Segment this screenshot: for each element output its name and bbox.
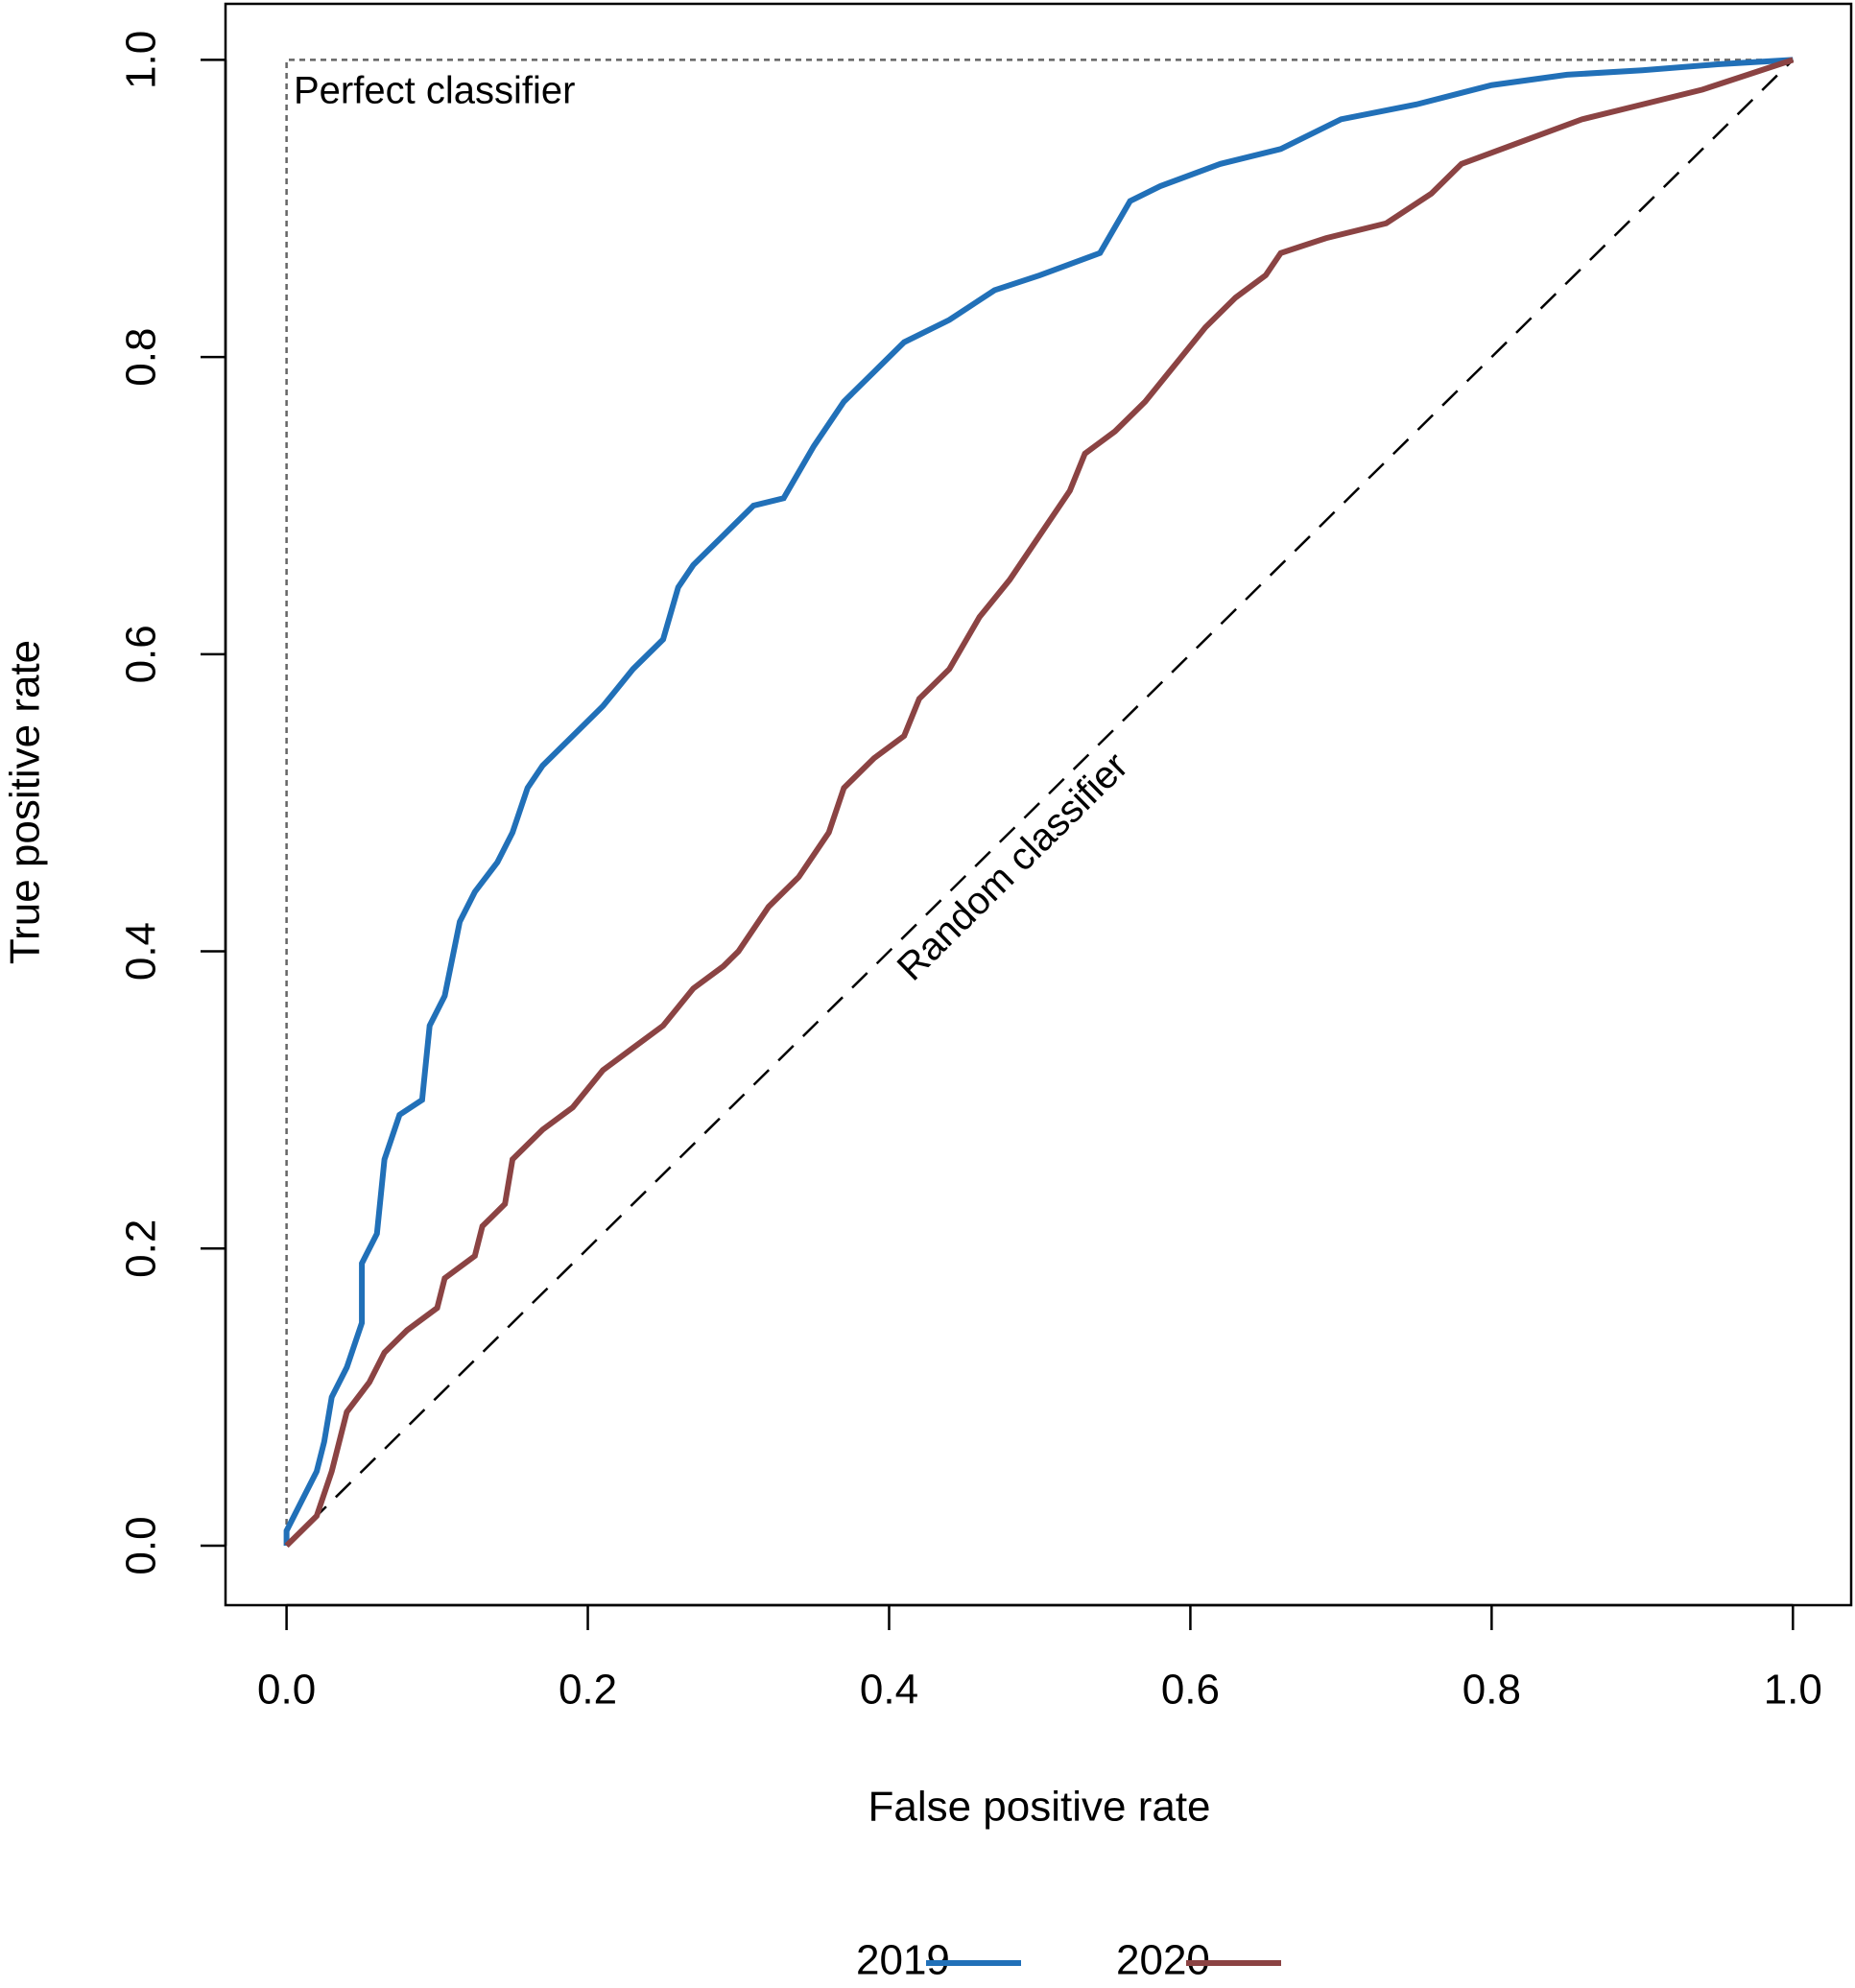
roc-line	[283, 57, 1794, 1546]
y-tick-label: 0.2	[118, 1219, 165, 1278]
x-tick-label: 0.4	[860, 1667, 918, 1714]
annotation: Perfect classifier	[294, 70, 575, 112]
y-tick-label: 0.0	[118, 1516, 165, 1574]
x-tick-label: 0.0	[257, 1667, 316, 1714]
y-tick-label: 0.8	[118, 328, 165, 387]
roc-line	[284, 57, 1795, 1549]
x-tick-label: 0.6	[1161, 1667, 1220, 1714]
x-tick-label: 1.0	[1764, 1667, 1822, 1714]
y-tick-label: 0.6	[118, 625, 165, 683]
y-axis-label: True positive rate	[2, 640, 49, 964]
y-tick-label: 0.4	[118, 922, 165, 981]
x-axis-label: False positive rate	[868, 1784, 1210, 1831]
random-classifier-line	[285, 59, 1795, 1547]
x-tick-label: 0.2	[559, 1667, 617, 1714]
annotation: Random classifier	[890, 745, 1136, 989]
x-tick-label: 0.8	[1463, 1667, 1521, 1714]
y-tick-label: 1.0	[118, 31, 165, 89]
